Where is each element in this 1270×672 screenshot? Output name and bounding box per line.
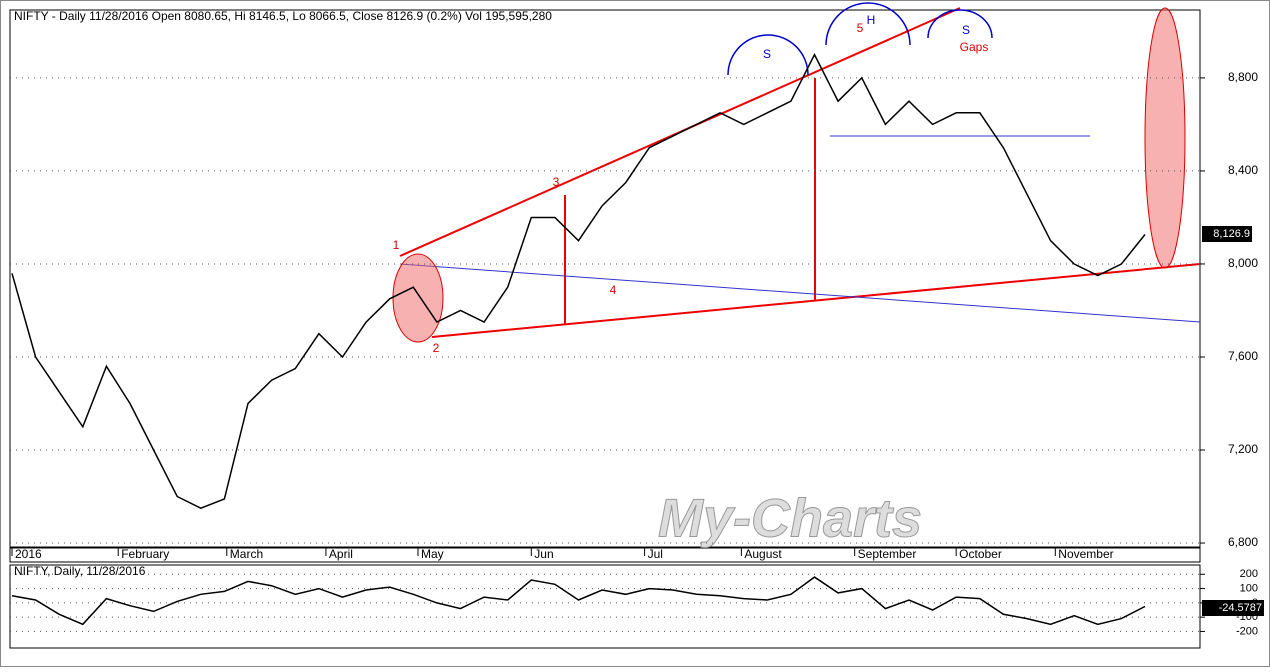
y-tick-label: 8,800 [1228,70,1258,84]
annotation: 1 [393,238,400,252]
last-value-label: -24.5787 [1219,602,1262,614]
y-tick-label: 200 [1240,568,1258,580]
x-tick-label: Jul [648,547,663,561]
x-tick-label: October [959,547,1002,561]
x-tick-label: May [421,547,444,561]
x-tick-label: 2016 [15,547,42,561]
chart-title: NIFTY - Daily 11/28/2016 Open 8080.65, H… [14,9,552,23]
x-axis-band [9,547,1201,563]
annotation: S [763,47,771,61]
last-indicator-box [1202,600,1264,616]
indicator-title: NIFTY, Daily, 11/28/2016 [14,564,146,578]
y-tick-label: 8,000 [1228,256,1258,270]
annotation: H [867,13,876,27]
annotation: S [962,23,970,37]
highlight [1144,7,1186,269]
y-tick-label: 6,800 [1228,535,1258,549]
price-line [11,53,1146,510]
x-tick-label: March [230,547,263,561]
x-tick-label: Jun [534,547,553,561]
x-tick-label: August [744,547,782,561]
last-value-label: 8,126.9 [1213,228,1250,240]
y-tick-label: 8,400 [1228,163,1258,177]
annotation: Gaps [960,40,989,54]
y-tick-label: 7,200 [1228,442,1258,456]
trend-line [399,263,1201,323]
shoulder-arcs [727,2,993,76]
y-tick-label: 0 [1252,597,1258,609]
indicator-panel [9,564,1201,649]
annotation: 5 [857,21,864,35]
price-panel [9,9,1201,548]
highlight [392,253,444,343]
watermark: My-Charts [658,488,922,548]
annotation: 2 [433,341,440,355]
x-tick-label: November [1058,547,1113,561]
y-tick-label: -100 [1236,611,1258,623]
x-tick-label: April [329,547,353,561]
last-price-box [1202,226,1252,242]
y-tick-label: -200 [1236,625,1258,637]
price-line [11,576,1146,626]
annotation: 4 [610,283,617,297]
x-tick-label: February [121,547,169,561]
x-tick-label: September [858,547,917,561]
annotation: 3 [553,175,560,189]
y-tick-label: 7,600 [1228,349,1258,363]
y-tick-label: 100 [1240,582,1258,594]
